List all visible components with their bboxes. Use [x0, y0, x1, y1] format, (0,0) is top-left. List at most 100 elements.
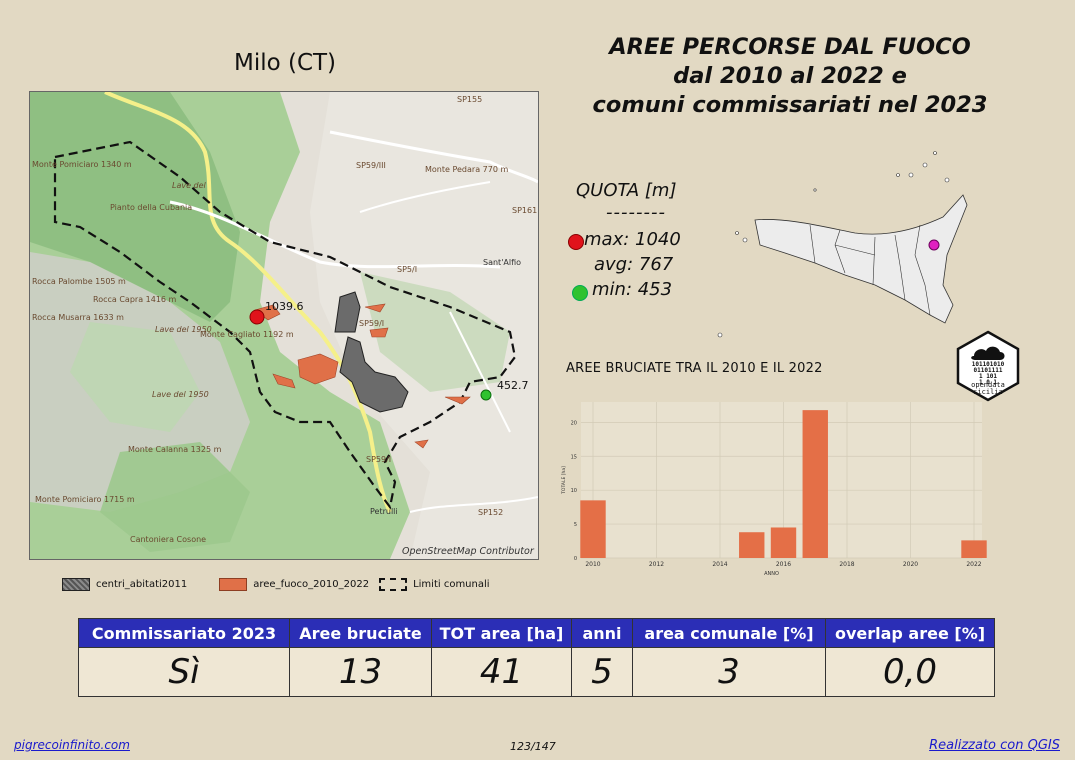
svg-text:101101010: 101101010	[972, 361, 1005, 368]
urban-centre-milo	[339, 336, 409, 413]
chart-title: AREE BRUCIATE TRA IL 2010 E IL 2022	[566, 361, 823, 376]
burned-area	[369, 327, 389, 338]
legend-swatch-aree	[219, 578, 248, 591]
chart-svg: 0 5 10 15 20 2010 2012 2014 2016 2018 2020 2022 ANNO…	[561, 402, 987, 577]
value-area-comunale: 3	[632, 647, 826, 697]
footer-page-number: 123/147	[510, 740, 556, 753]
municipality-title: Milo (CT)	[233, 50, 337, 76]
min-marker-icon	[572, 285, 588, 301]
chart-y-tick-label: 10	[571, 488, 577, 494]
chart-x-tick-label: 2022	[966, 561, 981, 568]
map-attribution: OpenStreetMap Contributor	[402, 546, 535, 557]
legend-label-limiti: Limiti comunali	[413, 579, 490, 590]
province-borders	[809, 224, 931, 316]
chart-x-tick-label: 2012	[649, 561, 664, 568]
map-label-sp59iii: SP59/III	[356, 161, 386, 170]
main-road	[104, 92, 322, 334]
footer-site-link[interactable]: pigrecoinfinito.com	[14, 738, 130, 752]
chart-x-tick-label: 2010	[585, 561, 600, 568]
burned-area	[414, 439, 429, 449]
map-label-monte-pedara: Monte Pedara 770 m	[425, 165, 508, 174]
cloud-icon	[971, 346, 1005, 360]
islands	[717, 151, 950, 338]
svg-text:opendata: opendata	[971, 381, 1005, 389]
chart-y-tick-label: 20	[571, 420, 577, 426]
map-label-lave-del: Lave del	[172, 181, 207, 190]
quota-heading: QUOTA [m]	[576, 180, 677, 201]
sicily-shape	[754, 194, 968, 324]
chart-x-axis-label: ANNO	[764, 571, 779, 577]
value-overlap: 0,0	[825, 647, 995, 697]
chart-x-tick-label: 2016	[776, 561, 791, 568]
max-point-label: 1039.6	[265, 300, 304, 313]
value-tot-area: 41	[431, 647, 572, 697]
sp155-road	[329, 130, 538, 184]
quota-max: max: 1040	[584, 229, 681, 250]
max-marker-icon	[568, 234, 584, 250]
map-label-sp59i: SP59/I	[366, 455, 391, 464]
map-label-petrulli: Petrulli	[370, 507, 398, 516]
quota-min: min: 453	[592, 279, 673, 300]
field-area	[360, 272, 510, 392]
main-title: AREE PERCORSE DAL FUOCO dal 2010 al 2022…	[555, 33, 1025, 120]
map-label-rocca-musarra: Rocca Musarra 1633 m	[32, 313, 124, 322]
sp5-road	[169, 200, 501, 269]
sicily-svg	[717, 151, 968, 338]
map-label-lave-1950-b: Lave del 1950	[152, 390, 209, 399]
map-label-monte-calanna: Monte Calanna 1325 m	[128, 445, 222, 454]
legend-item-limiti: Limiti comunali	[379, 578, 490, 591]
main-title-line-2: dal 2010 al 2022 e	[673, 63, 907, 89]
header-anni: anni	[571, 618, 633, 648]
header-tot-area: TOT area [ha]	[431, 618, 572, 648]
municipality-map[interactable]: SP155 SP59/III SP161 SP5/I SP59/I SP59/I…	[29, 91, 539, 560]
scrub-area	[70, 322, 200, 432]
map-label-sp152: SP152	[478, 508, 503, 517]
opendata-sicilia-logo: 101101010 01101111 1 101 1 0 1 opendata …	[952, 330, 1024, 402]
chart-y-axis-label: TOTALE [ha]	[561, 466, 567, 495]
minor-road	[359, 181, 491, 213]
milo-location-marker	[928, 239, 940, 251]
min-altitude-point	[480, 389, 492, 401]
forest-south-area	[100, 442, 250, 552]
main-title-line-1: AREE PERCORSE DAL FUOCO	[609, 34, 971, 60]
main-title-line-3: comuni commissariati nel 2023	[592, 92, 988, 118]
quota-separator: --------	[606, 202, 666, 223]
map-label-rocca-palombe: Rocca Palombe 1505 m	[32, 277, 126, 286]
table-header-row: Commissariato 2023 Aree bruciate TOT are…	[78, 618, 995, 648]
value-commissariato: Sì	[78, 647, 290, 697]
map-label-sp59ii: SP59/I	[359, 319, 384, 328]
map-label-monte-cagliato: Monte Cagliato 1192 m	[200, 330, 294, 339]
legend-label-aree: aree_fuoco_2010_2022	[253, 579, 370, 590]
header-aree-bruciate: Aree bruciate	[289, 618, 432, 648]
svg-text:01101111: 01101111	[974, 367, 1003, 374]
map-label-cubania: Pianto della Cubania	[110, 203, 192, 212]
burned-area	[297, 353, 339, 385]
map-label-monte-pomiciaro-2: Monte Pomiciaro 1715 m	[35, 495, 135, 504]
map-legend: centri_abitati2011 aree_fuoco_2010_2022 …	[62, 578, 500, 591]
chart-bar	[961, 540, 987, 558]
table-row: Sì 13 41 5 3 0,0	[78, 647, 995, 697]
chart-y-tick-label: 15	[571, 454, 577, 460]
burned-area	[444, 396, 471, 405]
value-aree-bruciate: 13	[289, 647, 432, 697]
minor-road-2	[449, 311, 511, 433]
min-point-label: 452.7	[497, 379, 529, 392]
legend-swatch-centri	[62, 578, 90, 591]
sp152-road	[409, 496, 538, 513]
footer-qgis-link[interactable]: Realizzato con QGIS	[929, 738, 1060, 753]
map-label-cantoniera: Cantoniera Cosone	[130, 535, 206, 544]
chart-bar	[580, 500, 606, 558]
map-label-sp5i: SP5/I	[397, 265, 417, 274]
burned-area	[364, 303, 386, 313]
svg-text:sicilia: sicilia	[973, 388, 1003, 396]
svg-text:1 0 1: 1 0 1	[979, 379, 997, 386]
header-area-comunale: area comunale [%]	[632, 618, 826, 648]
chart-x-tick-label: 2018	[839, 561, 854, 568]
header-overlap: overlap aree [%]	[825, 618, 995, 648]
map-label-rocca-capra: Rocca Capra 1416 m	[93, 295, 177, 304]
map-label-monte-pomiciaro: Monte Pomiciaro 1340 m	[32, 160, 132, 169]
svg-text:1 101: 1 101	[979, 373, 997, 380]
chart-bar	[770, 527, 797, 558]
burned-area-chart: 0 5 10 15 20 2010 2012 2014 2016 2018 2020 2022 ANNO…	[557, 380, 987, 580]
urban-centre-north	[334, 291, 361, 333]
